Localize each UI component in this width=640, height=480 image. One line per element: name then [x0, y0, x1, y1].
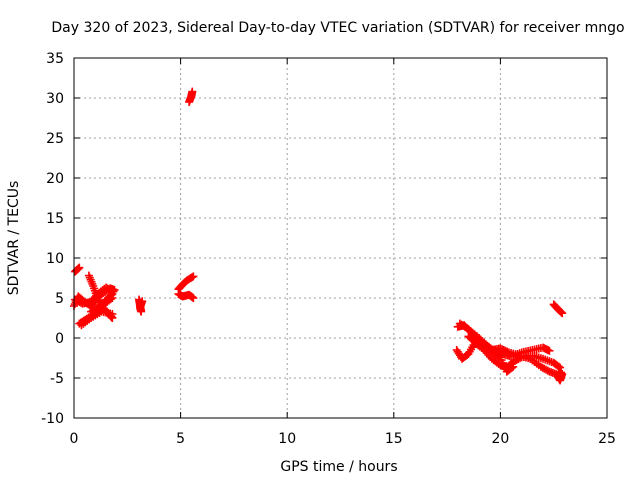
y-tick-label: 20	[46, 171, 64, 187]
data-point	[558, 370, 567, 378]
y-tick-label: 35	[46, 51, 64, 67]
data-point	[75, 263, 84, 272]
y-tick-label: -5	[50, 371, 64, 387]
data-point	[188, 87, 197, 96]
data-point	[106, 291, 115, 300]
data-point	[189, 272, 198, 281]
y-tick-label: 15	[46, 211, 64, 227]
axis-ticks	[73, 57, 608, 419]
y-tick-label: 10	[46, 251, 64, 267]
data-point	[189, 294, 198, 302]
y-tick-label: 25	[46, 131, 64, 147]
y-tick-label: -10	[41, 411, 64, 427]
y-tick-label: 5	[55, 291, 64, 307]
x-tick-label: 20	[491, 431, 509, 447]
x-axis-label: GPS time / hours	[280, 459, 397, 475]
y-tick-label: 30	[46, 91, 64, 107]
data-point	[509, 362, 518, 371]
x-tick-label: 10	[278, 431, 296, 447]
x-tick-label: 5	[176, 431, 185, 447]
data-point	[557, 308, 566, 317]
x-tick-label: 25	[598, 431, 616, 447]
grid-lines	[74, 58, 607, 418]
data-point	[558, 309, 567, 318]
data-points	[70, 87, 567, 385]
data-point	[545, 346, 554, 355]
data-point	[108, 314, 117, 322]
data-point	[73, 265, 82, 274]
data-point	[554, 362, 563, 371]
tick-labels: 0 5 10 15 20 25 -10 -5 0 5 10 15 20 25 30 35	[41, 51, 616, 447]
x-tick-label: 0	[70, 431, 79, 447]
data-point	[108, 290, 117, 298]
y-axis-label: SDTVAR / TECUs	[6, 181, 22, 296]
data-point	[188, 273, 197, 282]
data-point	[507, 363, 516, 372]
data-point	[138, 297, 147, 306]
chart-title: Day 320 of 2023, Sidereal Day-to-day VTE…	[51, 20, 624, 36]
x-tick-label: 15	[385, 431, 403, 447]
plot-area-frame	[73, 57, 608, 419]
y-tick-label: 0	[55, 331, 64, 347]
